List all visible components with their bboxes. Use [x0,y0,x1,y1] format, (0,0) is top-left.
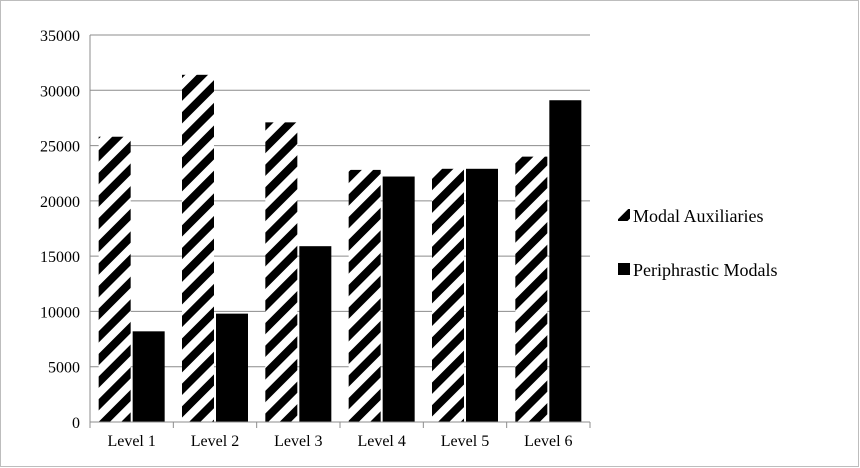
bar-modal-auxiliaries [432,168,464,422]
legend-label: Periphrastic Modals [633,260,777,280]
bar-periphrastic-modals [216,313,248,422]
legend-swatch [618,209,630,221]
bar-modal-auxiliaries [182,74,214,422]
bar-periphrastic-modals [299,246,332,422]
bars [98,74,582,422]
bar-modal-auxiliaries [348,169,381,422]
legend-label: Modal Auxiliaries [633,206,763,226]
x-tick-label: Level 6 [524,433,572,450]
bar-periphrastic-modals [382,176,415,422]
x-tick-label: Level 5 [441,433,489,450]
x-tick-label: Level 3 [274,433,322,450]
x-tick-label: Level 2 [191,433,239,450]
grid-lines [90,34,590,368]
bar-periphrastic-modals [549,100,582,422]
legend: Modal Auxiliaries Periphrastic Modals [618,206,777,280]
bar-modal-auxiliaries [98,136,131,422]
y-tick-label: 35000 [40,28,80,45]
legend-swatch [618,263,630,275]
y-tick-label: 5000 [48,360,80,377]
y-tick-label: 10000 [40,304,80,321]
bar-modal-auxiliaries [265,122,298,422]
y-tick-label: 0 [72,415,80,432]
x-tick-label: Level 4 [357,433,405,450]
y-tick-label: 30000 [40,83,80,100]
y-tick-label: 15000 [40,249,80,266]
bar-periphrastic-modals [466,168,498,422]
axes: 0 5000 10000 15000 20000 25000 30000 35000 Level… [40,28,591,450]
bar-modal-auxiliaries [515,156,548,422]
bar-periphrastic-modals [132,331,165,422]
y-tick-label: 20000 [40,194,80,211]
x-tick-label: Level 1 [107,433,155,450]
y-tick-label: 25000 [40,139,80,156]
